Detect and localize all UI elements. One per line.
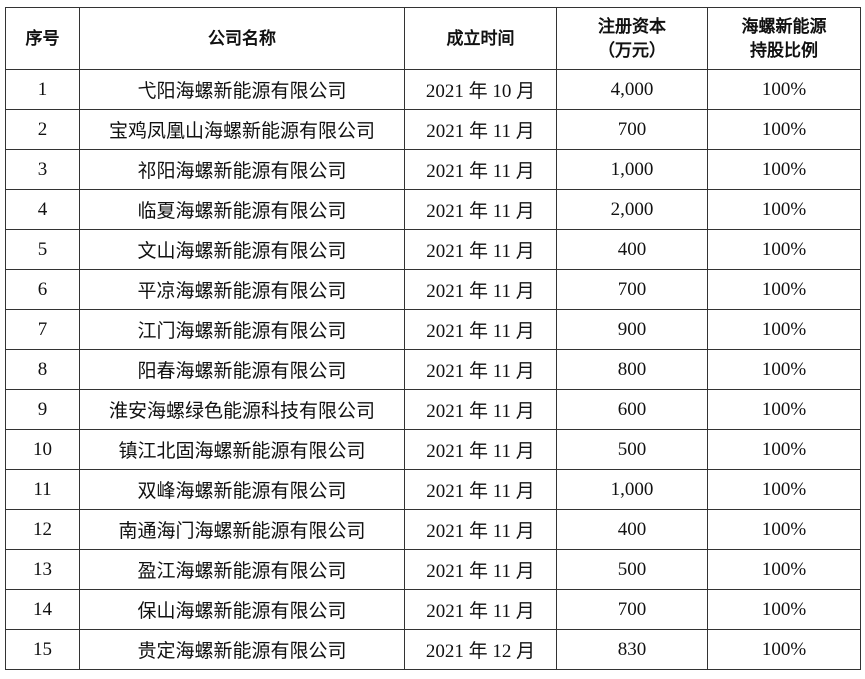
cell-company-name: 盈江海螺新能源有限公司 bbox=[79, 549, 405, 590]
table-row: 3 祁阳海螺新能源有限公司 2021 年 11 月 1,000 100% bbox=[5, 149, 861, 190]
cell-established: 2021 年 11 月 bbox=[404, 269, 557, 310]
cell-shareholding: 100% bbox=[707, 589, 861, 630]
cell-established: 2021 年 11 月 bbox=[404, 229, 557, 270]
cell-registered-capital: 600 bbox=[556, 389, 708, 430]
cell-company-name: 镇江北固海螺新能源有限公司 bbox=[79, 429, 405, 470]
cell-registered-capital: 1,000 bbox=[556, 469, 708, 510]
cell-company-name: 贵定海螺新能源有限公司 bbox=[79, 629, 405, 670]
cell-shareholding: 100% bbox=[707, 189, 861, 230]
cell-company-name: 江门海螺新能源有限公司 bbox=[79, 309, 405, 350]
cell-registered-capital: 400 bbox=[556, 509, 708, 550]
header-registered-capital: 注册资本 （万元） bbox=[556, 7, 708, 70]
table-row: 1 弋阳海螺新能源有限公司 2021 年 10 月 4,000 100% bbox=[5, 69, 861, 110]
cell-index: 1 bbox=[5, 69, 80, 110]
table-row: 4 临夏海螺新能源有限公司 2021 年 11 月 2,000 100% bbox=[5, 189, 861, 230]
header-company-name: 公司名称 bbox=[79, 7, 405, 70]
cell-index: 14 bbox=[5, 589, 80, 630]
cell-shareholding: 100% bbox=[707, 229, 861, 270]
cell-shareholding: 100% bbox=[707, 109, 861, 150]
cell-index: 10 bbox=[5, 429, 80, 470]
cell-company-name: 保山海螺新能源有限公司 bbox=[79, 589, 405, 630]
cell-established: 2021 年 11 月 bbox=[404, 109, 557, 150]
cell-registered-capital: 500 bbox=[556, 549, 708, 590]
cell-registered-capital: 700 bbox=[556, 109, 708, 150]
cell-established: 2021 年 11 月 bbox=[404, 469, 557, 510]
table-row: 10 镇江北固海螺新能源有限公司 2021 年 11 月 500 100% bbox=[5, 429, 861, 470]
cell-index: 4 bbox=[5, 189, 80, 230]
cell-index: 12 bbox=[5, 509, 80, 550]
cell-index: 9 bbox=[5, 389, 80, 430]
cell-registered-capital: 500 bbox=[556, 429, 708, 470]
header-index: 序号 bbox=[5, 7, 80, 70]
cell-index: 11 bbox=[5, 469, 80, 510]
table-row: 9 淮安海螺绿色能源科技有限公司 2021 年 11 月 600 100% bbox=[5, 389, 861, 430]
cell-established: 2021 年 11 月 bbox=[404, 149, 557, 190]
header-shareholding: 海螺新能源 持股比例 bbox=[707, 7, 861, 70]
cell-shareholding: 100% bbox=[707, 389, 861, 430]
table-row: 7 江门海螺新能源有限公司 2021 年 11 月 900 100% bbox=[5, 309, 861, 350]
cell-registered-capital: 1,000 bbox=[556, 149, 708, 190]
table-row: 8 阳春海螺新能源有限公司 2021 年 11 月 800 100% bbox=[5, 349, 861, 390]
cell-company-name: 宝鸡凤凰山海螺新能源有限公司 bbox=[79, 109, 405, 150]
cell-shareholding: 100% bbox=[707, 69, 861, 110]
cell-established: 2021 年 11 月 bbox=[404, 589, 557, 630]
cell-registered-capital: 2,000 bbox=[556, 189, 708, 230]
cell-established: 2021 年 11 月 bbox=[404, 189, 557, 230]
cell-shareholding: 100% bbox=[707, 629, 861, 670]
cell-company-name: 文山海螺新能源有限公司 bbox=[79, 229, 405, 270]
table-row: 6 平凉海螺新能源有限公司 2021 年 11 月 700 100% bbox=[5, 269, 861, 310]
cell-company-name: 淮安海螺绿色能源科技有限公司 bbox=[79, 389, 405, 430]
cell-shareholding: 100% bbox=[707, 349, 861, 390]
table-row: 14 保山海螺新能源有限公司 2021 年 11 月 700 100% bbox=[5, 589, 861, 630]
table-row: 11 双峰海螺新能源有限公司 2021 年 11 月 1,000 100% bbox=[5, 469, 861, 510]
cell-company-name: 临夏海螺新能源有限公司 bbox=[79, 189, 405, 230]
cell-registered-capital: 700 bbox=[556, 589, 708, 630]
cell-shareholding: 100% bbox=[707, 149, 861, 190]
subsidiaries-table: 序号 公司名称 成立时间 注册资本 （万元） 海螺新能源 持股比例 1 弋阳海螺新… bbox=[5, 7, 861, 670]
cell-established: 2021 年 11 月 bbox=[404, 389, 557, 430]
cell-index: 8 bbox=[5, 349, 80, 390]
cell-shareholding: 100% bbox=[707, 549, 861, 590]
cell-index: 3 bbox=[5, 149, 80, 190]
table-row: 5 文山海螺新能源有限公司 2021 年 11 月 400 100% bbox=[5, 229, 861, 270]
cell-registered-capital: 900 bbox=[556, 309, 708, 350]
table-row: 2 宝鸡凤凰山海螺新能源有限公司 2021 年 11 月 700 100% bbox=[5, 109, 861, 150]
cell-registered-capital: 830 bbox=[556, 629, 708, 670]
cell-index: 2 bbox=[5, 109, 80, 150]
cell-company-name: 弋阳海螺新能源有限公司 bbox=[79, 69, 405, 110]
cell-registered-capital: 400 bbox=[556, 229, 708, 270]
cell-established: 2021 年 11 月 bbox=[404, 309, 557, 350]
table-row: 12 南通海门海螺新能源有限公司 2021 年 11 月 400 100% bbox=[5, 509, 861, 550]
cell-shareholding: 100% bbox=[707, 429, 861, 470]
header-row: 序号 公司名称 成立时间 注册资本 （万元） 海螺新能源 持股比例 bbox=[5, 7, 861, 70]
cell-index: 6 bbox=[5, 269, 80, 310]
cell-company-name: 祁阳海螺新能源有限公司 bbox=[79, 149, 405, 190]
cell-shareholding: 100% bbox=[707, 469, 861, 510]
cell-established: 2021 年 11 月 bbox=[404, 429, 557, 470]
table-row: 13 盈江海螺新能源有限公司 2021 年 11 月 500 100% bbox=[5, 549, 861, 590]
cell-index: 7 bbox=[5, 309, 80, 350]
table-row: 15 贵定海螺新能源有限公司 2021 年 12 月 830 100% bbox=[5, 629, 861, 670]
cell-shareholding: 100% bbox=[707, 269, 861, 310]
cell-established: 2021 年 11 月 bbox=[404, 549, 557, 590]
cell-established: 2021 年 11 月 bbox=[404, 349, 557, 390]
cell-registered-capital: 700 bbox=[556, 269, 708, 310]
cell-established: 2021 年 11 月 bbox=[404, 509, 557, 550]
cell-registered-capital: 4,000 bbox=[556, 69, 708, 110]
header-established: 成立时间 bbox=[404, 7, 557, 70]
cell-company-name: 平凉海螺新能源有限公司 bbox=[79, 269, 405, 310]
cell-company-name: 阳春海螺新能源有限公司 bbox=[79, 349, 405, 390]
cell-shareholding: 100% bbox=[707, 309, 861, 350]
cell-established: 2021 年 12 月 bbox=[404, 629, 557, 670]
cell-registered-capital: 800 bbox=[556, 349, 708, 390]
cell-index: 5 bbox=[5, 229, 80, 270]
cell-shareholding: 100% bbox=[707, 509, 861, 550]
cell-company-name: 双峰海螺新能源有限公司 bbox=[79, 469, 405, 510]
cell-company-name: 南通海门海螺新能源有限公司 bbox=[79, 509, 405, 550]
cell-index: 15 bbox=[5, 629, 80, 670]
cell-established: 2021 年 10 月 bbox=[404, 69, 557, 110]
cell-index: 13 bbox=[5, 549, 80, 590]
